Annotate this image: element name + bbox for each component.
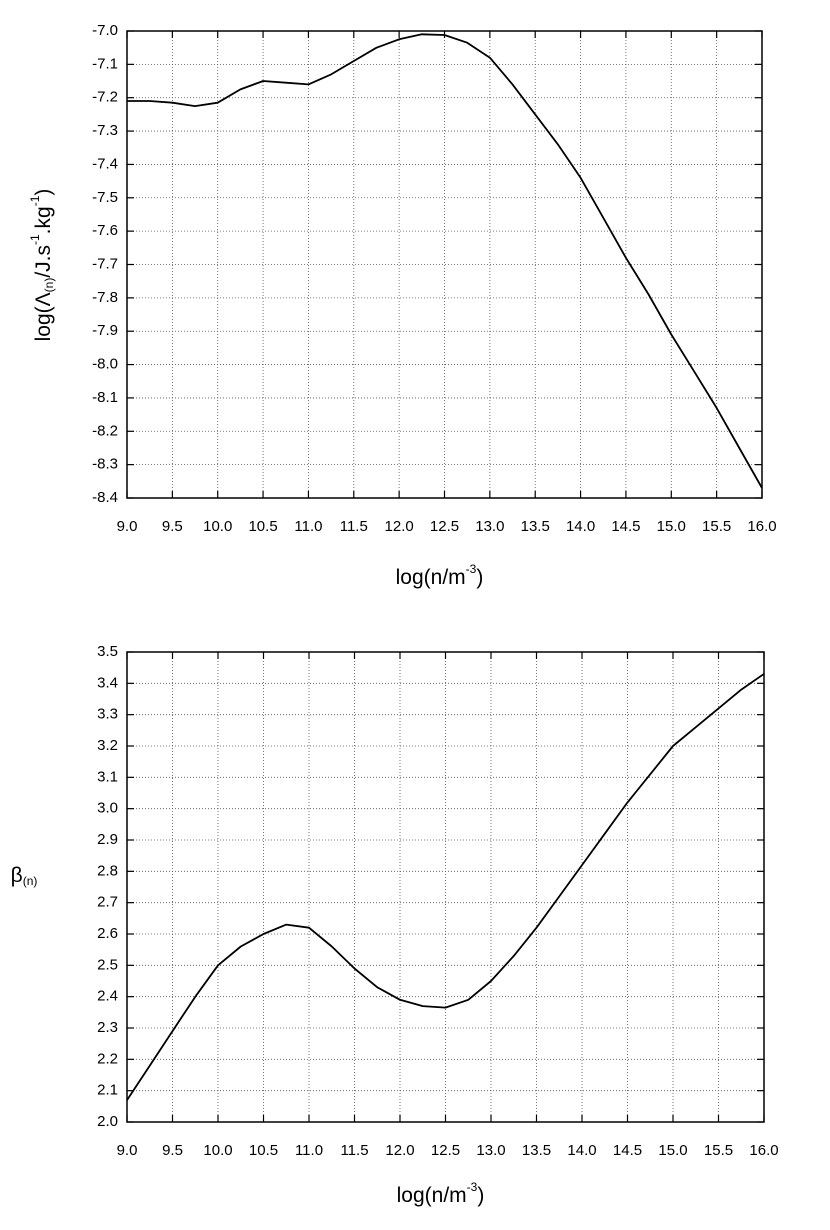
y-tick-label: 2.3 [97,1019,118,1036]
x-tick-label: 14.5 [611,518,640,535]
y-tick-label: -8.3 [92,456,118,473]
x-tick-label: 11.0 [294,518,322,535]
axis-label-part: log(n/m [397,1184,467,1207]
axis-label-part: .kg [32,206,55,234]
y-tick-label: 2.1 [97,1082,118,1099]
y-tick-label: 2.7 [97,894,118,911]
x-tick-label: 9.0 [117,1142,138,1159]
axis-label-part: -3 [467,1180,478,1194]
y-tick-label: -7.5 [92,189,118,206]
axis-label-part: log(n/m [396,566,466,589]
y-tick-label: -8.2 [92,422,118,439]
x-tick-label: 12.0 [385,1142,414,1159]
x-tick-label: 11.5 [340,1142,368,1159]
x-tick-label: 9.0 [117,518,138,535]
y-tick-label: 2.0 [97,1113,118,1130]
axis-label-part: /J.s [32,245,55,278]
y-tick-label: -7.9 [92,322,118,339]
y-tick-label: 3.0 [97,800,118,817]
y-tick-label: -7.0 [92,22,118,39]
x-tick-label: 16.0 [749,1142,778,1159]
y-tick-label: -7.6 [92,222,118,239]
y-tick-label: -7.2 [92,89,118,106]
x-tick-label: 15.5 [704,1142,733,1159]
x-tick-label: 15.0 [657,518,686,535]
plot-frame [126,30,763,499]
x-tick-label: 10.5 [249,1142,278,1159]
y-tick-label: 3.4 [97,674,118,691]
axis-label-part: log(Λ [32,292,55,341]
axis-label-part: -1 [28,195,42,206]
x-tick-label: 12.5 [430,518,459,535]
data-line [126,673,765,1101]
axis-label-part: -3 [466,562,477,576]
x-tick-label: 14.0 [567,1142,596,1159]
x-tick-label: 11.0 [295,1142,323,1159]
x-tick-label: 10.0 [203,518,232,535]
axis-label-part: ) [476,566,483,589]
y-tick-label: -7.1 [92,55,118,72]
x-tick-label: 10.5 [248,518,277,535]
y-tick-label: -8.4 [92,489,118,506]
x-tick-label: 10.0 [203,1142,232,1159]
x-tick-label: 13.0 [475,518,504,535]
x-axis-label: log(n/m-3) [397,1180,485,1206]
y-tick-label: -7.4 [92,155,118,172]
plot-frame [126,651,765,1123]
x-tick-label: 13.5 [521,518,550,535]
y-axis-label: log(Λ(n)/J.s-1.kg-1) [28,189,56,342]
y-tick-label: 3.5 [97,643,118,660]
y-axis-label: β(n) [11,864,38,889]
y-tick-label: 2.4 [97,988,118,1005]
y-tick-label: 2.9 [97,831,118,848]
y-tick-label: -8.0 [92,356,118,373]
axis-label-part: β [11,864,23,887]
x-tick-label: 14.0 [566,518,595,535]
x-tick-label: 13.5 [522,1142,551,1159]
y-tick-label: -8.1 [92,389,118,406]
x-tick-label: 16.0 [747,518,776,535]
x-axis-label: log(n/m-3) [396,562,484,588]
x-tick-label: 15.0 [658,1142,687,1159]
x-tick-label: 13.0 [476,1142,505,1159]
y-tick-label: 3.2 [97,737,118,754]
axis-label-part: ) [32,189,55,196]
x-tick-label: 12.0 [385,518,414,535]
x-tick-label: 12.5 [431,1142,460,1159]
y-tick-label: 3.3 [97,706,118,723]
axis-label-part: -1 [28,234,42,245]
x-tick-label: 15.5 [702,518,731,535]
y-tick-label: -7.7 [92,255,118,272]
y-tick-label: -7.3 [92,122,118,139]
y-tick-label: 2.5 [97,956,118,973]
data-line [127,33,763,489]
y-tick-label: 2.2 [97,1050,118,1067]
y-tick-label: 2.6 [97,925,118,942]
y-tick-label: 3.1 [97,768,118,785]
y-tick-label: -7.8 [92,289,118,306]
y-tick-label: 2.8 [97,862,118,879]
axis-label-part: ) [477,1184,484,1207]
x-tick-label: 11.5 [340,518,368,535]
x-tick-label: 14.5 [613,1142,642,1159]
axis-label-part: (n) [23,874,38,888]
x-tick-label: 9.5 [162,1142,183,1159]
axis-label-part: (n) [42,278,56,293]
x-tick-label: 9.5 [162,518,183,535]
